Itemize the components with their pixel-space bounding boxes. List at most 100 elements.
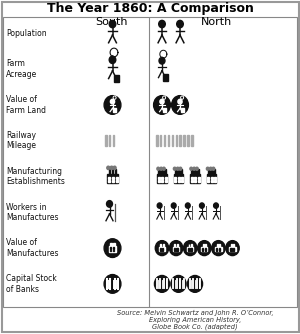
Bar — [233, 249, 234, 251]
Circle shape — [178, 99, 182, 104]
Circle shape — [169, 240, 183, 256]
Bar — [174, 249, 175, 251]
Bar — [113, 108, 116, 112]
Bar — [112, 180, 114, 182]
Circle shape — [160, 99, 164, 104]
Bar — [219, 244, 220, 246]
Bar — [211, 180, 213, 182]
Bar — [109, 246, 116, 252]
Bar — [202, 249, 203, 251]
Text: South: South — [95, 17, 127, 27]
Bar — [160, 135, 161, 146]
Circle shape — [163, 167, 165, 170]
Text: Manufacturing
Establishments: Manufacturing Establishments — [6, 167, 65, 186]
Bar — [115, 169, 116, 174]
Bar — [230, 249, 232, 251]
Bar — [173, 246, 179, 251]
Bar — [174, 180, 176, 182]
Bar — [174, 244, 175, 246]
Bar — [187, 246, 193, 251]
Bar — [233, 244, 234, 246]
Bar — [114, 74, 119, 82]
Bar — [158, 169, 160, 174]
Circle shape — [113, 166, 116, 170]
Bar — [163, 74, 168, 80]
Text: Value of
Farm Land: Value of Farm Land — [6, 95, 46, 115]
Bar — [188, 249, 189, 251]
Text: Value of
Manufactures: Value of Manufactures — [6, 238, 59, 258]
Bar — [180, 169, 182, 174]
Circle shape — [155, 240, 169, 256]
Bar — [194, 180, 196, 182]
Bar — [219, 247, 220, 249]
Text: Source: Melvin Schwartz and John R. O’Connor,
Exploring American History,
Globe : Source: Melvin Schwartz and John R. O’Co… — [117, 310, 273, 330]
Bar — [214, 180, 216, 182]
Circle shape — [154, 276, 169, 292]
Bar — [108, 177, 110, 179]
Bar — [207, 177, 209, 179]
Bar — [107, 174, 118, 183]
Bar — [187, 135, 189, 146]
Bar — [159, 246, 165, 251]
Circle shape — [173, 167, 176, 170]
Bar — [191, 244, 192, 246]
Bar — [215, 246, 221, 251]
Bar — [177, 244, 178, 246]
FancyBboxPatch shape — [2, 2, 298, 332]
Bar — [165, 180, 167, 182]
Circle shape — [159, 20, 165, 28]
Bar — [158, 177, 160, 179]
Circle shape — [159, 57, 165, 64]
Bar — [162, 249, 164, 251]
Circle shape — [154, 96, 170, 114]
Circle shape — [179, 167, 182, 170]
Bar — [105, 135, 106, 146]
Bar — [110, 250, 111, 252]
Text: Railway
Mileage: Railway Mileage — [6, 131, 36, 150]
Circle shape — [109, 20, 116, 28]
Bar — [207, 180, 209, 182]
Circle shape — [109, 56, 116, 63]
Circle shape — [200, 203, 204, 208]
Circle shape — [188, 276, 202, 292]
Circle shape — [198, 240, 211, 256]
Bar — [116, 180, 118, 182]
Circle shape — [171, 276, 186, 292]
Bar — [178, 169, 179, 174]
Circle shape — [177, 20, 183, 28]
Text: Population: Population — [6, 29, 46, 38]
Bar — [194, 169, 196, 174]
Bar — [168, 135, 169, 146]
Circle shape — [171, 203, 176, 208]
Bar — [113, 247, 114, 249]
Bar — [205, 244, 206, 246]
Bar — [181, 108, 184, 112]
Bar — [194, 177, 196, 179]
Bar — [191, 180, 193, 182]
Bar — [190, 174, 200, 183]
Bar — [211, 177, 213, 179]
Bar — [233, 247, 234, 249]
Text: The Year 1860: A Comparison: The Year 1860: A Comparison — [46, 2, 253, 15]
Bar — [160, 249, 161, 251]
Bar — [165, 177, 167, 179]
Bar — [213, 169, 215, 174]
Bar — [161, 180, 163, 182]
Bar — [113, 243, 115, 246]
Bar — [188, 244, 190, 246]
Bar — [216, 247, 217, 249]
Bar — [207, 174, 216, 183]
Bar — [211, 169, 212, 174]
Bar — [201, 246, 207, 251]
Circle shape — [209, 167, 212, 170]
Bar — [160, 244, 161, 246]
Circle shape — [104, 239, 121, 258]
Circle shape — [160, 167, 163, 170]
Bar — [172, 135, 173, 146]
Bar — [161, 177, 163, 179]
Bar — [190, 247, 192, 249]
Bar — [190, 249, 192, 251]
Bar — [178, 180, 180, 182]
Bar — [178, 177, 180, 179]
Circle shape — [206, 167, 209, 170]
